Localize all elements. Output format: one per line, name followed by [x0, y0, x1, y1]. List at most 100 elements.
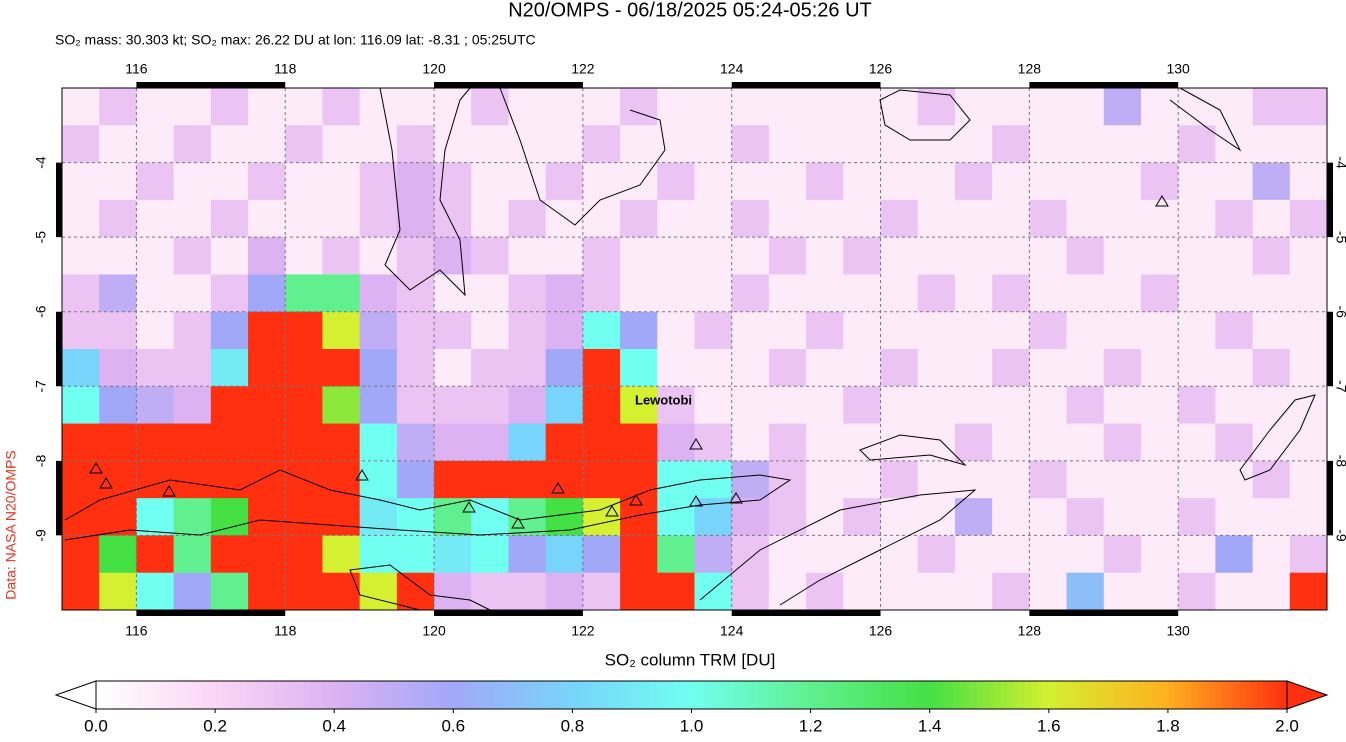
- colorbar-segment: [846, 681, 853, 709]
- so2-cell: [508, 423, 547, 462]
- volcano-marker: [89, 195, 1169, 529]
- so2-cell: [136, 125, 175, 164]
- colorbar-segment: [1013, 681, 1020, 709]
- colorbar-segment: [953, 681, 961, 709]
- so2-cell: [1215, 386, 1254, 425]
- colorbar-segment: [959, 681, 967, 709]
- so2-cell: [843, 386, 882, 425]
- colorbar-segment: [221, 681, 228, 709]
- so2-cell: [1103, 460, 1142, 499]
- so2-cell: [1178, 88, 1216, 126]
- colorbar-segment: [643, 681, 651, 709]
- so2-cell: [1178, 274, 1216, 313]
- so2-cell: [843, 498, 882, 536]
- colorbar-segment: [447, 681, 454, 709]
- colorbar-segment: [822, 681, 830, 709]
- colorbar-segment: [1227, 681, 1235, 709]
- colorbar-segment: [244, 681, 252, 709]
- coastline: [64, 469, 792, 541]
- so2-cell: [843, 572, 882, 611]
- axes: 116 116 118 118 120 120 122 122 124 124 126 126 128 1…: [33, 61, 1346, 639]
- so2-cell: [173, 423, 212, 462]
- so2-cell: [1029, 237, 1068, 275]
- so2-cell: [843, 535, 882, 574]
- colorbar-segment: [608, 681, 615, 709]
- x-tick-label-bottom: 130: [1166, 623, 1190, 639]
- so2-cell: [954, 237, 993, 275]
- so2-cell: [582, 423, 621, 462]
- so2-cell: [322, 498, 361, 536]
- colorbar-segment: [96, 681, 103, 709]
- so2-cell: [917, 199, 956, 238]
- so2-cell: [359, 498, 398, 536]
- so2-cell: [657, 199, 695, 238]
- so2-cell: [992, 237, 1030, 275]
- so2-cell: [843, 349, 882, 387]
- so2-cell: [434, 498, 472, 536]
- colorbar-segment: [1102, 681, 1109, 709]
- so2-cell: [954, 535, 993, 574]
- colorbar-segment: [673, 681, 681, 709]
- colorbar-segment: [923, 681, 931, 709]
- so2-cell: [954, 349, 993, 387]
- so2-cell: [954, 88, 993, 126]
- so2-cell: [248, 199, 286, 238]
- so2-cell: [508, 125, 547, 164]
- so2-cell: [434, 349, 472, 387]
- colorbar-segment: [483, 681, 490, 709]
- so2-cell: [917, 88, 956, 126]
- colorbar-segment: [393, 681, 401, 709]
- colorbar-segment: [238, 681, 246, 709]
- so2-cell: [657, 349, 695, 387]
- so2-cell: [1252, 535, 1291, 574]
- so2-cell: [1140, 386, 1179, 425]
- colorbar-segment: [947, 681, 955, 709]
- x-tick-label-bottom: 124: [720, 623, 744, 639]
- so2-cell: [136, 162, 175, 201]
- so2-cell: [1066, 237, 1105, 275]
- so2-cell: [62, 498, 100, 536]
- colorbar-segment: [590, 681, 597, 709]
- so2-cell: [1103, 572, 1142, 611]
- coastline: [859, 434, 967, 467]
- colorbar-segment: [1281, 681, 1288, 709]
- so2-cell: [1215, 460, 1254, 499]
- so2-cell: [880, 88, 919, 126]
- so2-cell: [62, 423, 100, 462]
- so2-cell: [285, 535, 323, 574]
- colorbar-segment: [625, 681, 633, 709]
- so2-cell: [396, 125, 435, 164]
- so2-cell: [694, 386, 733, 425]
- colorbar-segment: [149, 681, 157, 709]
- so2-cell: [880, 386, 919, 425]
- colorbar-segment: [1042, 681, 1050, 709]
- so2-cell: [471, 572, 509, 611]
- so2-cell: [285, 274, 323, 313]
- colorbar-segment: [209, 681, 216, 709]
- so2-cell: [582, 572, 621, 611]
- so2-cell: [248, 535, 286, 574]
- colorbar-segment: [786, 681, 794, 709]
- so2-cell: [880, 237, 919, 275]
- so2-cell: [1289, 349, 1328, 387]
- colorbar-segment: [1072, 681, 1080, 709]
- colorbar-segment: [113, 681, 121, 709]
- so2-cell: [1252, 349, 1291, 387]
- so2-cell: [396, 535, 435, 574]
- colorbar-segment: [369, 681, 377, 709]
- colorbar-segment: [649, 681, 657, 709]
- so2-cell: [620, 125, 658, 164]
- so2-cell: [434, 386, 472, 425]
- colorbar-segment: [304, 681, 311, 709]
- so2-cell: [880, 460, 919, 499]
- so2-cell: [1140, 162, 1179, 201]
- colorbar-segment: [566, 681, 573, 709]
- colorbar-segment: [1001, 681, 1008, 709]
- colorbar-segment: [358, 681, 365, 709]
- so2-cell: [1140, 460, 1179, 499]
- so2-cell: [1252, 274, 1291, 313]
- so2-cell: [396, 386, 435, 425]
- colorbar-segment: [328, 681, 335, 709]
- so2-cell: [657, 274, 695, 313]
